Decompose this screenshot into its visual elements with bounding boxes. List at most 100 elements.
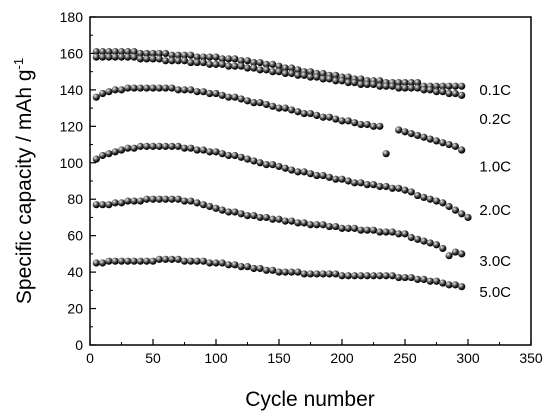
data-point (338, 224, 346, 232)
data-point (388, 184, 396, 192)
data-point (414, 79, 422, 87)
series-label-2-0c: 2.0C (479, 202, 511, 219)
data-point (225, 55, 233, 63)
data-point (111, 148, 119, 156)
data-point (124, 197, 132, 205)
y-tick-label: 0 (75, 337, 83, 353)
data-point (344, 79, 352, 87)
data-point (300, 270, 308, 278)
data-point (401, 84, 409, 92)
data-point (445, 89, 453, 98)
data-point (432, 82, 441, 90)
data-point (445, 281, 453, 289)
data-point (294, 268, 302, 276)
data-point (180, 51, 189, 59)
data-point (237, 210, 245, 218)
data-point (124, 257, 132, 265)
data-point (187, 51, 195, 59)
data-point (250, 58, 258, 67)
y-tick-label: 180 (60, 9, 84, 25)
data-point (225, 93, 233, 101)
x-tick-label: 250 (393, 350, 417, 366)
data-point (212, 89, 220, 98)
data-point (124, 84, 132, 92)
data-point (426, 86, 434, 94)
data-point (275, 62, 283, 70)
data-point (130, 84, 138, 92)
data-point (363, 226, 371, 234)
data-point (243, 64, 252, 72)
data-point (451, 82, 459, 90)
data-point (319, 113, 327, 121)
series-5-0c (92, 255, 466, 291)
data-point (187, 257, 195, 265)
data-point (206, 259, 214, 267)
data-point (420, 133, 428, 141)
data-point (332, 71, 340, 79)
data-point (149, 195, 157, 203)
data-point (294, 168, 302, 176)
data-point (237, 95, 245, 103)
data-point (306, 68, 315, 76)
x-tick-label: 200 (330, 350, 354, 366)
data-point (136, 84, 144, 92)
data-point (388, 228, 396, 236)
data-point (432, 241, 441, 249)
y-tick-label: 100 (60, 155, 84, 171)
data-point (136, 257, 144, 265)
y-axis-title-superscript: -1 (11, 58, 26, 70)
data-point (155, 255, 163, 263)
y-tick-label: 60 (67, 228, 83, 244)
data-point (250, 212, 258, 220)
data-point (212, 259, 220, 267)
data-point (206, 202, 214, 211)
data-point (231, 261, 239, 269)
data-point (218, 91, 226, 99)
data-point (376, 182, 384, 191)
data-point (193, 53, 201, 61)
data-point (414, 235, 422, 243)
data-point (288, 268, 296, 276)
data-point (439, 82, 447, 90)
data-point (262, 100, 270, 109)
data-point (111, 257, 119, 265)
series-1-0c (92, 84, 466, 158)
data-point (256, 264, 264, 273)
data-point (458, 82, 466, 90)
data-point (357, 226, 365, 234)
data-point (136, 142, 144, 150)
data-point (432, 277, 441, 285)
data-point (117, 48, 126, 56)
data-point (262, 266, 270, 274)
data-point (325, 173, 333, 181)
data-point (414, 131, 422, 140)
data-point (351, 224, 359, 232)
data-point (149, 142, 157, 150)
data-point (344, 117, 352, 125)
data-point (262, 161, 270, 169)
data-point (162, 49, 170, 58)
data-point (92, 259, 100, 267)
data-point (231, 62, 239, 70)
data-point (218, 206, 226, 214)
data-point (155, 142, 163, 150)
data-point (445, 252, 453, 260)
data-point (206, 148, 214, 156)
data-point (332, 222, 340, 231)
data-point (155, 55, 163, 63)
data-point (458, 250, 466, 258)
data-point (187, 86, 195, 94)
data-point (218, 150, 226, 158)
data-point (250, 157, 258, 165)
data-point (313, 221, 321, 229)
data-point (187, 197, 195, 205)
data-point (143, 49, 151, 58)
data-point (407, 79, 415, 87)
data-point (92, 93, 100, 101)
data-point (143, 84, 151, 92)
data-point (168, 84, 176, 92)
data-point (313, 171, 321, 180)
data-point (382, 82, 390, 90)
y-tick-label: 80 (67, 191, 83, 207)
data-point (174, 86, 182, 94)
